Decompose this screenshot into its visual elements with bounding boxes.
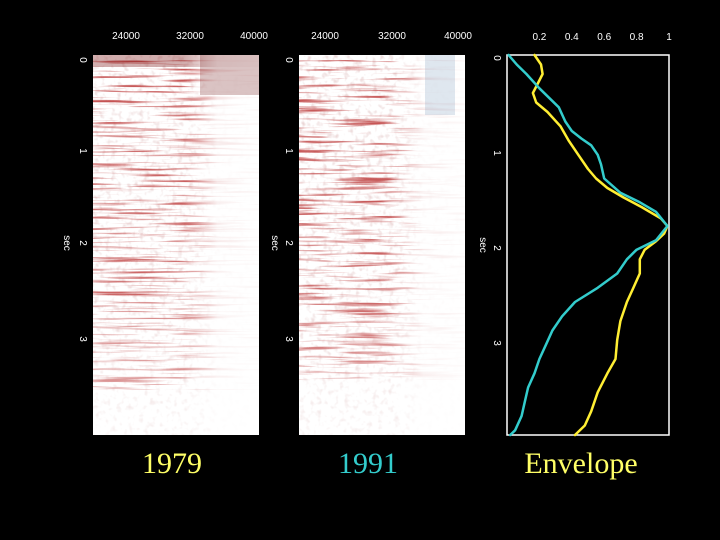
panel-1991-y-tick: 2 (283, 240, 294, 246)
panel-1991-x-axis: 24000 32000 40000 (311, 31, 472, 42)
envelope-x-tick: 0.2 (532, 32, 546, 43)
envelope-x-axis: 0.2 0.4 0.6 0.8 1 (532, 32, 672, 43)
panel-1979-y-axis: 0 1 2 3 sec (61, 57, 88, 342)
envelope-series-line-2 (507, 53, 669, 437)
panel-1979-y-tick: 3 (77, 336, 88, 342)
envelope-series (507, 53, 669, 437)
envelope-y-tick: 1 (491, 150, 502, 156)
envelope-chart: 0.2 0.4 0.6 0.8 1 0 1 2 3 sec (477, 32, 672, 437)
panel-1979-x-tick: 24000 (112, 31, 140, 42)
envelope-y-tick: 3 (491, 340, 502, 346)
panel-1979-y-tick: 0 (77, 57, 88, 63)
envelope-x-tick: 0.4 (565, 32, 579, 43)
envelope-y-tick: 0 (491, 55, 502, 61)
panel-1991-y-tick: 0 (283, 57, 294, 63)
panel-1979-x-tick: 40000 (240, 31, 268, 42)
envelope-y-axis-label: sec (477, 237, 488, 253)
caption-1979: 1979 (142, 447, 202, 480)
envelope-y-tick: 2 (491, 245, 502, 251)
panel-1979-y-axis-label: sec (61, 235, 72, 251)
panel-1991-y-axis-label: sec (269, 235, 280, 251)
panel-1991-section-image (299, 55, 465, 435)
panel-1979-section-image (93, 55, 259, 435)
panel-1991-x-tick: 32000 (378, 31, 406, 42)
envelope-x-tick: 0.8 (630, 32, 644, 43)
panel-1979-y-tick: 2 (77, 240, 88, 246)
panel-1991-x-tick: 24000 (311, 31, 339, 42)
envelope-x-tick: 1 (666, 32, 672, 43)
envelope-x-tick: 0.6 (597, 32, 611, 43)
caption-envelope: Envelope (524, 447, 638, 480)
envelope-y-axis: 0 1 2 3 sec (477, 55, 502, 346)
panel-1991-y-tick: 1 (283, 148, 294, 154)
seismic-panel-1991: 24000 32000 40000 0 1 2 3 sec (269, 31, 472, 435)
panel-1979-x-tick: 32000 (176, 31, 204, 42)
seismic-panel-1979: 24000 32000 40000 0 1 2 3 sec (61, 31, 268, 435)
panel-1991-y-axis: 0 1 2 3 sec (269, 57, 294, 342)
panel-1979-x-axis: 24000 32000 40000 (112, 31, 268, 42)
panel-1991-y-tick: 3 (283, 336, 294, 342)
panel-1991-x-tick: 40000 (444, 31, 472, 42)
panel-1979-y-tick: 1 (77, 148, 88, 154)
caption-1991: 1991 (338, 447, 398, 480)
